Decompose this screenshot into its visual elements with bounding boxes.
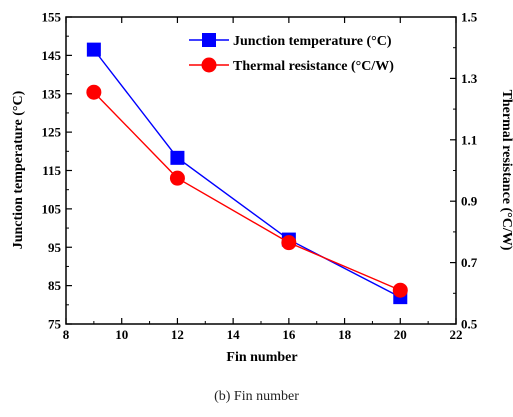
thermal-resistance-point (86, 84, 102, 100)
x-tick-label: 16 (282, 327, 296, 342)
legend: Junction temperature (°C) Thermal resista… (189, 33, 394, 74)
y-left-tick-label: 125 (42, 125, 62, 140)
x-tick-label: 22 (450, 327, 463, 342)
x-tick-label: 8 (63, 327, 70, 342)
y-axis-left-title: Junction temperature (°C) (11, 90, 26, 249)
thermal-resistance-line (93, 91, 401, 291)
x-tick-label: 14 (227, 327, 241, 342)
y-right-tick-label: 0.7 (461, 255, 478, 270)
chart-ticks: 8 10 12 14 16 18 20 22 75 85 95 105 115 125 135 145 155 0… (42, 10, 478, 343)
junction-temperature-legend-label: Junction temperature (°C) (233, 34, 392, 49)
junction-temperature-legend-marker (202, 33, 216, 47)
thermal-resistance-legend-marker (201, 57, 217, 73)
x-tick-label: 18 (338, 327, 352, 342)
x-tick-label: 20 (394, 327, 407, 342)
thermal-resistance-point (392, 282, 408, 298)
y-right-tick-label: 1.3 (461, 71, 478, 86)
y-right-tick-label: 1.5 (461, 10, 478, 25)
y-right-tick-label: 1.1 (461, 132, 477, 147)
y-left-tick-label: 105 (42, 201, 62, 216)
thermal-resistance-point (169, 170, 185, 186)
junction-temperature-point (170, 150, 185, 165)
y-axis-right-title: Thermal resistance (°C/W) (499, 90, 513, 251)
y-left-tick-label: 145 (42, 48, 62, 63)
x-tick-label: 10 (115, 327, 128, 342)
chart-marks (86, 42, 408, 305)
x-tick-label: 12 (171, 327, 184, 342)
junction-temperature-point (86, 42, 101, 57)
thermal-resistance-legend-label: Thermal resistance (°C/W) (233, 59, 394, 74)
thermal-resistance-point (281, 235, 297, 251)
y-right-tick-label: 0.5 (461, 317, 478, 332)
junction-temperature-line (93, 49, 401, 298)
y-left-tick-label: 135 (42, 86, 62, 101)
y-left-tick-label: 115 (42, 163, 61, 178)
y-left-tick-label: 75 (48, 317, 62, 332)
y-right-tick-label: 0.9 (461, 194, 478, 209)
dual-axis-line-chart: 8 10 12 14 16 18 20 22 75 85 95 105 115 125 135 145 155 0… (11, 10, 513, 366)
y-left-tick-label: 85 (48, 278, 62, 293)
y-left-tick-label: 155 (42, 10, 62, 25)
figure-caption: (b) Fin number (214, 389, 299, 404)
x-axis-title: Fin number (226, 350, 297, 365)
y-left-tick-label: 95 (48, 240, 62, 255)
